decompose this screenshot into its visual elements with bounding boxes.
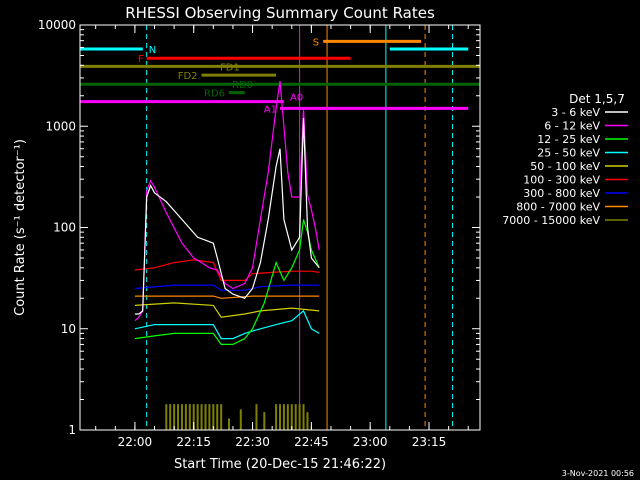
legend-label-6: 300 - 800 keV	[523, 187, 600, 200]
x-tick-label-2: 22:30	[235, 435, 270, 449]
chart-title: RHESSI Observing Summary Count Rates	[125, 4, 435, 22]
legend-label-5: 100 - 300 keV	[523, 174, 600, 187]
y-tick-label-2: 100	[53, 221, 76, 235]
series-line-3-6kev	[134, 118, 320, 315]
legend-label-3: 25 - 50 keV	[537, 147, 600, 160]
flag-label-a1: A1	[264, 104, 277, 115]
flag-label-s: S	[313, 37, 319, 48]
flag-label-fd1: FD1	[220, 62, 240, 73]
flag-label-fd2: FD2	[178, 71, 198, 82]
legend-label-1: 6 - 12 keV	[544, 120, 600, 133]
flag-label-f: F	[138, 54, 144, 65]
legend-label-7: 800 - 7000 keV	[516, 201, 600, 214]
flag-label-rd6: RD6	[204, 89, 225, 100]
series-line-12-25kev	[134, 219, 320, 345]
x-tick-label-1: 22:15	[176, 435, 211, 449]
series-line-50-100kev	[134, 302, 320, 318]
series-line-100-300kev	[134, 259, 320, 281]
x-tick-label-0: 22:00	[118, 435, 153, 449]
y-axis-label: Count Rate (s⁻¹ detector⁻¹)	[13, 139, 28, 316]
y-tick-label-3: 1000	[45, 119, 76, 133]
series-line-800-7000kev	[134, 295, 320, 299]
y-tick-label-4: 10000	[38, 18, 76, 32]
y-tick-label-0: 1	[68, 423, 76, 437]
x-axis-label: Start Time (20-Dec-15 21:46:22)	[174, 457, 386, 472]
x-tick-label-4: 23:00	[353, 435, 388, 449]
x-tick-label-5: 23:15	[412, 435, 447, 449]
x-tick-label-3: 22:45	[294, 435, 329, 449]
flag-label-a0: A0	[290, 93, 303, 104]
series-line-6-12kev	[134, 80, 320, 322]
legend-label-0: 3 - 6 keV	[551, 106, 600, 119]
series-line-25-50kev	[134, 309, 320, 340]
y-tick-label-1: 10	[61, 322, 76, 336]
series-line-300-800kev	[134, 284, 320, 291]
legend-label-4: 50 - 100 keV	[530, 160, 600, 173]
legend-title: Det 1,5,7	[569, 92, 625, 106]
flag-label-n: N	[149, 45, 156, 56]
legend-label-2: 12 - 25 keV	[537, 133, 600, 146]
flag-label-rd0: RD0	[232, 80, 253, 91]
legend-label-8: 7000 - 15000 keV	[502, 214, 600, 227]
generated-timestamp: 3-Nov-2021 00:56	[561, 469, 634, 478]
